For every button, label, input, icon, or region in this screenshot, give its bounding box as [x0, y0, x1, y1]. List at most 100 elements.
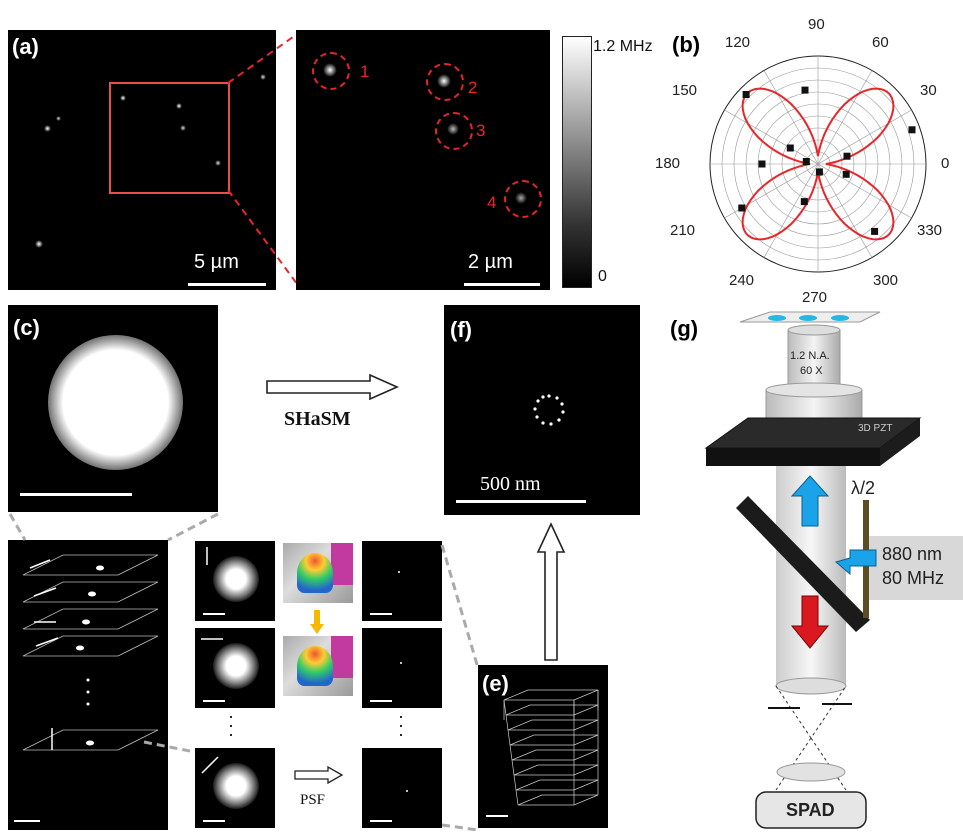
detector-label: SPAD [786, 800, 835, 820]
ellipsis-dot: · [398, 724, 404, 744]
shasm-label: SHaSM [284, 408, 351, 430]
polar-angle-210: 210 [670, 222, 696, 239]
panel-e: (e) [478, 665, 608, 828]
colorbar [562, 36, 592, 288]
panel-c-scalebar [20, 493, 132, 496]
surface-magenta-wall [331, 543, 353, 585]
polar-data-point [801, 86, 809, 94]
panel-g-label: (g) [670, 316, 699, 341]
polar-data-point [738, 204, 746, 212]
shasm-arrow [266, 374, 399, 400]
scalebar-2um [464, 283, 540, 286]
marker-circle-2 [426, 63, 464, 101]
zoom-region-box [109, 82, 230, 194]
waveplate-label: λ/2 [851, 478, 876, 498]
polar-data-point [871, 227, 879, 235]
panel-e-scalebar [486, 815, 508, 817]
small-scalebar [203, 613, 225, 615]
objective-mag-label: 60 X [800, 365, 823, 377]
psf-surface-plot-1 [283, 543, 353, 603]
yellow-down-arrow [310, 610, 324, 634]
emitter-spot [180, 125, 186, 131]
panel-d-scalebar [14, 820, 40, 822]
scalebar-5um-label: 5 µm [194, 251, 239, 273]
polar-angle-60: 60 [872, 34, 889, 51]
colorbar-min-label: 0 [598, 268, 607, 285]
polar-plot [709, 55, 927, 273]
polarization-arrow-icon [201, 756, 219, 774]
emitter-spot [176, 103, 182, 109]
scalebar-2um-label: 2 µm [468, 251, 513, 273]
emitter-spot [215, 160, 221, 166]
laser-rate-label: 80 MHz [882, 568, 945, 588]
panel-f-scalebar [456, 500, 586, 503]
emitter-spot [56, 116, 61, 121]
psf-arrow [294, 766, 344, 784]
polarization-arrow-icon [201, 638, 223, 640]
polar-angle-240: 240 [729, 272, 755, 289]
polar-angle-90: 90 [808, 16, 825, 33]
panel-e-label: (e) [482, 671, 509, 696]
e-volume-stack [503, 689, 599, 806]
panel-d-label: (d) [8, 540, 37, 565]
ellipsis-dot: · [228, 706, 234, 726]
ring-of-points [533, 394, 565, 426]
small-scalebar [370, 820, 392, 822]
polar-angle-300: 300 [873, 272, 899, 289]
surface-magenta-wall [331, 636, 353, 678]
marker-circle-4 [504, 180, 542, 218]
panel-d-stack [8, 540, 168, 830]
confocal-spot [48, 335, 183, 470]
localized-point-image-1 [362, 541, 442, 621]
localized-point [400, 662, 402, 664]
ellipsis-dot: · [398, 706, 404, 726]
ellipsis-dot: · [398, 715, 404, 735]
panel-a-zoom: 1 2 3 4 2 µm [296, 30, 550, 290]
marker-label-3: 3 [476, 121, 486, 140]
marker-label-2: 2 [468, 78, 478, 97]
polar-angle-0: 0 [941, 155, 950, 172]
localized-point-image-3 [362, 748, 442, 828]
vertical-ellipsis-2: · · · [398, 706, 404, 744]
marker-circle-3 [435, 112, 473, 150]
e-to-f-arrow [536, 522, 566, 661]
polar-angle-270: 270 [802, 289, 828, 306]
polar-angle-30: 30 [920, 82, 937, 99]
polar-data-point [842, 170, 850, 178]
polar-data-point [800, 198, 808, 206]
surface-peak [297, 646, 333, 686]
polar-data-point [843, 152, 851, 160]
polar-data-point [742, 91, 750, 98]
panel-b-label: (b) [672, 32, 701, 57]
emitter-spot [260, 74, 266, 80]
d-slice-stack [22, 554, 159, 751]
marker-label-1: 1 [360, 62, 370, 81]
psf-label: PSF [300, 792, 326, 808]
polar-data-point [758, 160, 766, 168]
panel-c-label: (c) [13, 315, 40, 340]
objective-na-label: 1.2 N.A. [790, 350, 830, 362]
polar-angle-180: 180 [655, 155, 681, 172]
panel-f-scalebar-label: 500 nm [480, 473, 541, 495]
panel-f: (f) 500 nm [444, 305, 640, 515]
emitter-spot [44, 125, 51, 132]
stage-label: 3D PZT [858, 423, 893, 434]
polar-angle-330: 330 [917, 222, 943, 239]
psf-image-vertical [195, 541, 275, 621]
laser-wavelength-label: 880 nm [882, 544, 943, 564]
emitter-spot [35, 240, 43, 248]
surface-peak [297, 553, 333, 593]
vertical-ellipsis: · · · [228, 706, 234, 743]
panel-a-overview: (a) 5 µm [8, 30, 276, 290]
ellipsis-dot: · [228, 715, 234, 735]
small-scalebar [370, 700, 392, 702]
polarization-arrow-icon [206, 547, 208, 565]
optical-setup [704, 311, 963, 829]
colorbar-max-label: 1.2 MHz [593, 38, 653, 55]
localized-point [398, 571, 400, 573]
psf-image-horizontal [195, 628, 275, 708]
polar-data-point [802, 158, 810, 165]
psf-surface-plot-2 [283, 636, 353, 696]
emitter-spot [120, 95, 126, 101]
